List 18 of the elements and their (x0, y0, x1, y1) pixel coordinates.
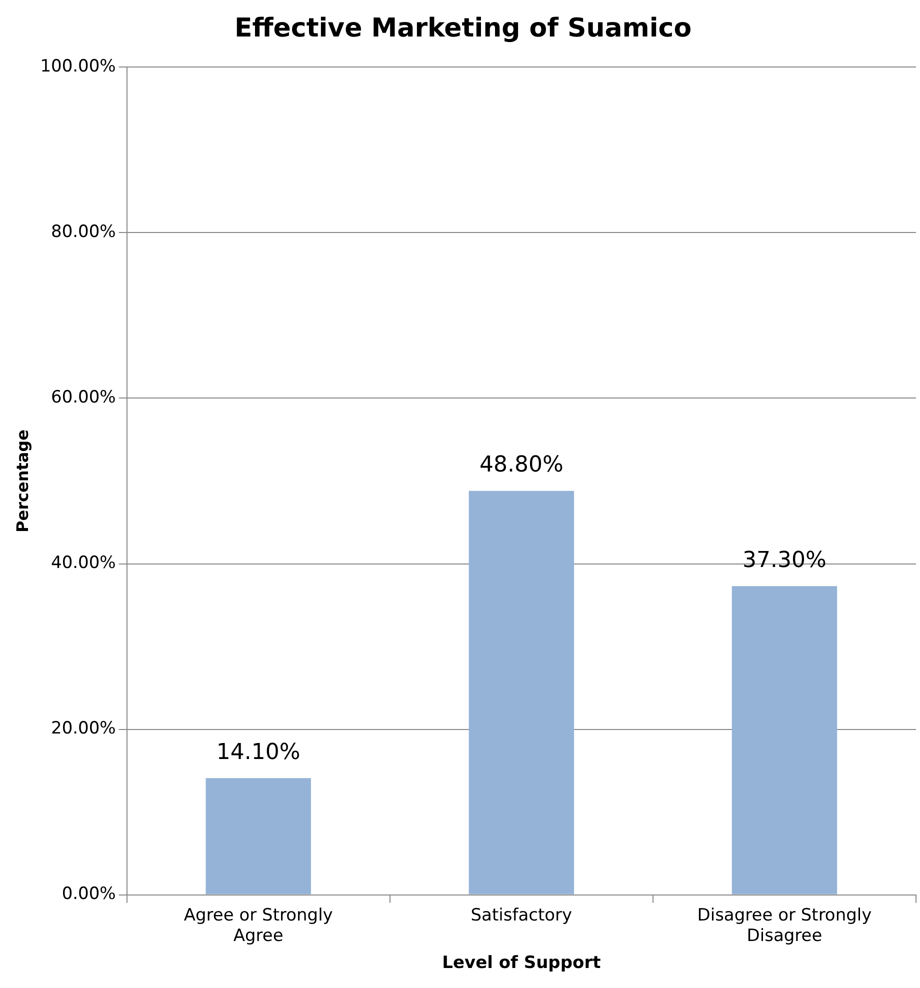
data-label: 48.80% (479, 452, 564, 478)
bar (468, 490, 574, 894)
x-tick-label: Satisfactory (470, 905, 572, 926)
y-tick-label: 40.00% (51, 553, 116, 574)
y-tick-label: 100.00% (40, 56, 116, 77)
y-tick-label: 0.00% (62, 884, 116, 904)
data-label: 37.30% (742, 548, 826, 573)
chart-title: Effective Marketing of Suamico (234, 13, 692, 44)
y-tick-label: 60.00% (51, 388, 116, 408)
x-axis-title: Level of Support (442, 953, 601, 974)
bar (732, 586, 838, 894)
x-tick-label: Disagree or Strongly Disagree (697, 905, 872, 946)
data-label: 14.10% (216, 740, 300, 765)
y-tick-label: 20.00% (51, 718, 116, 739)
y-axis-title: Percentage (12, 429, 32, 532)
bar (206, 778, 311, 894)
x-tick-label: Agree or Strongly Agree (184, 905, 333, 946)
y-tick-label: 80.00% (51, 222, 116, 242)
